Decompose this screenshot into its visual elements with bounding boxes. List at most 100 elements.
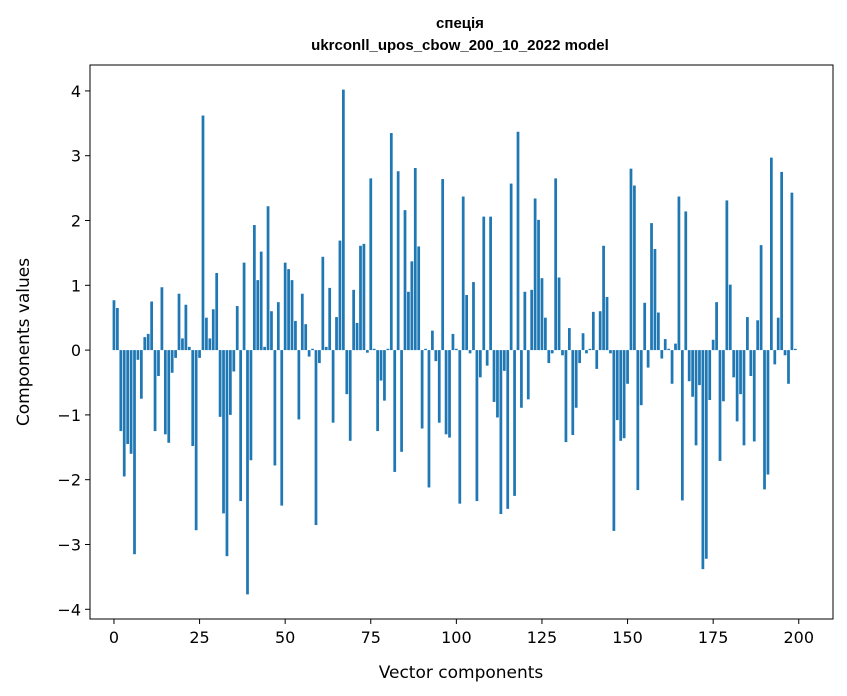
bar	[143, 337, 147, 351]
bar	[509, 183, 513, 351]
bar	[376, 350, 379, 432]
bar	[331, 350, 335, 423]
bar	[615, 350, 619, 421]
bar	[280, 350, 284, 506]
bar	[609, 350, 612, 354]
bar	[732, 350, 736, 378]
bar	[126, 350, 130, 445]
x-tick-label: 75	[361, 628, 381, 647]
bar	[516, 131, 520, 351]
y-tick-label: −2	[57, 471, 81, 490]
bar	[324, 346, 328, 351]
bar	[585, 350, 588, 354]
bar	[746, 317, 749, 351]
bar	[427, 350, 431, 488]
bar	[379, 350, 383, 381]
bar	[752, 350, 756, 442]
bar	[153, 350, 157, 432]
bar	[249, 350, 253, 461]
y-tick-label: 4	[71, 82, 81, 101]
plot-frame	[89, 64, 834, 620]
bar	[174, 350, 177, 358]
bar	[653, 249, 657, 351]
bar	[554, 178, 558, 351]
x-tick-label: 50	[275, 628, 295, 647]
x-tick-label: 175	[698, 628, 729, 647]
bar	[680, 350, 684, 501]
bar	[595, 350, 599, 369]
bar	[218, 350, 222, 417]
bar	[369, 178, 373, 351]
bar	[133, 350, 136, 555]
bar	[112, 300, 116, 351]
bar	[239, 350, 243, 502]
bar	[667, 348, 671, 351]
y-tick-label: 0	[71, 341, 81, 360]
bar	[424, 348, 427, 351]
bar	[728, 284, 732, 351]
y-tick-label: −1	[57, 406, 81, 425]
bar	[619, 350, 623, 441]
bar	[722, 350, 725, 402]
bar	[749, 350, 753, 377]
bar	[513, 350, 516, 496]
bar	[547, 350, 551, 364]
bar	[691, 350, 694, 397]
bar	[622, 350, 626, 439]
bar	[650, 223, 653, 351]
y-tick-label: 2	[71, 212, 81, 231]
bar	[759, 245, 763, 351]
bar	[359, 245, 362, 351]
bar	[643, 302, 647, 351]
bar	[420, 350, 424, 429]
bar	[403, 210, 407, 351]
y-axis-label: Components values	[14, 258, 34, 426]
bar	[454, 348, 458, 351]
bar	[342, 89, 345, 351]
bar	[793, 348, 797, 351]
x-tick-label: 200	[783, 628, 814, 647]
bar	[266, 206, 270, 351]
bar	[461, 196, 465, 351]
bar	[711, 339, 715, 351]
x-tick-label: 100	[441, 628, 472, 647]
bar	[177, 293, 181, 351]
bar	[458, 350, 462, 504]
bar	[300, 293, 304, 351]
bar	[581, 333, 585, 351]
bar	[496, 350, 499, 418]
bar	[718, 350, 722, 461]
bar	[708, 350, 712, 400]
bar	[256, 280, 260, 351]
bar	[345, 350, 349, 395]
bar	[150, 301, 153, 351]
bar	[677, 196, 681, 351]
bar	[694, 350, 698, 446]
bar	[591, 311, 595, 351]
bar	[355, 322, 359, 351]
bar	[684, 211, 688, 351]
bar	[790, 192, 794, 351]
bar	[482, 216, 486, 351]
bar	[605, 296, 609, 351]
bar	[362, 243, 366, 351]
bar	[407, 291, 410, 351]
bar	[167, 350, 171, 443]
bar	[780, 171, 784, 351]
bar	[506, 350, 510, 509]
bar	[770, 157, 773, 351]
x-axis-label: Vector components	[379, 663, 544, 683]
bar	[588, 348, 592, 351]
bar	[766, 350, 770, 475]
bar	[136, 350, 140, 360]
bar	[294, 320, 297, 351]
bar	[701, 350, 705, 570]
bar	[639, 350, 643, 406]
bar	[550, 350, 554, 354]
bar	[485, 350, 489, 366]
bar	[465, 295, 469, 351]
bar	[629, 168, 633, 351]
bar	[448, 350, 451, 438]
y-tick-label: 1	[71, 276, 81, 295]
bar	[663, 339, 667, 351]
